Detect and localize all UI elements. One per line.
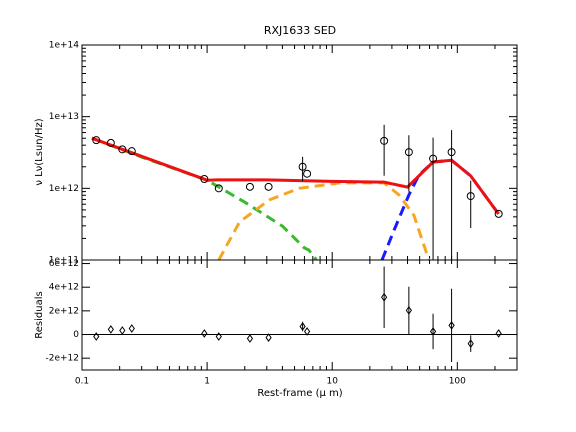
data-point xyxy=(448,321,455,330)
data-point xyxy=(119,326,126,335)
data-point xyxy=(106,138,115,147)
y-tick-label: 4e+12 xyxy=(49,283,79,293)
data-point xyxy=(429,154,438,163)
data-point xyxy=(200,174,209,183)
data-point xyxy=(93,332,100,341)
y-tick-label: -2e+12 xyxy=(45,354,79,364)
y-tick-label: 6e+12 xyxy=(49,259,79,269)
data-point xyxy=(380,136,389,145)
data-point xyxy=(381,292,388,302)
chart-title: RXJ1633 SED xyxy=(264,24,336,37)
y-axis-label: ν Lν(Lsun/Hz) xyxy=(34,118,45,185)
plot-frame xyxy=(81,259,518,371)
data-point xyxy=(303,169,312,178)
data-point xyxy=(303,327,311,336)
data-point xyxy=(265,333,272,342)
y-tick-label: 1e+13 xyxy=(49,112,79,122)
data-point xyxy=(215,332,222,341)
data-point xyxy=(467,339,474,348)
y-tick-label: 1e+14 xyxy=(49,41,80,51)
data-point xyxy=(118,145,127,154)
data-point xyxy=(447,148,456,157)
data-point xyxy=(429,327,437,336)
x-tick-label: 100 xyxy=(449,377,466,387)
model-curve xyxy=(91,136,318,260)
data-point xyxy=(128,324,135,333)
plot-area xyxy=(91,124,503,260)
data-point xyxy=(246,334,254,343)
model-curve xyxy=(380,158,500,260)
data-point xyxy=(201,329,208,338)
y-tick-label: 1e+11 xyxy=(49,256,79,266)
x-axis-label: Rest-frame (μ m) xyxy=(257,388,342,399)
data-point xyxy=(299,322,306,331)
data-point xyxy=(92,136,101,145)
plot-area xyxy=(82,266,517,363)
data-point xyxy=(404,148,413,157)
data-point xyxy=(264,182,273,191)
y-tick-label: 1e+12 xyxy=(49,184,79,194)
data-point xyxy=(245,182,254,191)
data-point xyxy=(466,192,475,201)
data-point xyxy=(495,329,502,338)
y-axis-label: Residuals xyxy=(34,291,45,338)
data-point xyxy=(107,325,114,334)
data-point xyxy=(298,162,307,171)
y-tick-label: 0 xyxy=(73,330,79,340)
x-tick-label: 10 xyxy=(326,377,338,387)
data-point xyxy=(494,209,503,218)
model-curve xyxy=(91,136,500,215)
x-tick-label: 1 xyxy=(204,377,210,387)
data-point xyxy=(405,306,412,315)
data-point xyxy=(214,184,223,193)
y-tick-label: 2e+12 xyxy=(49,306,79,316)
data-point xyxy=(127,147,136,156)
x-tick-label: 0.1 xyxy=(75,377,89,387)
